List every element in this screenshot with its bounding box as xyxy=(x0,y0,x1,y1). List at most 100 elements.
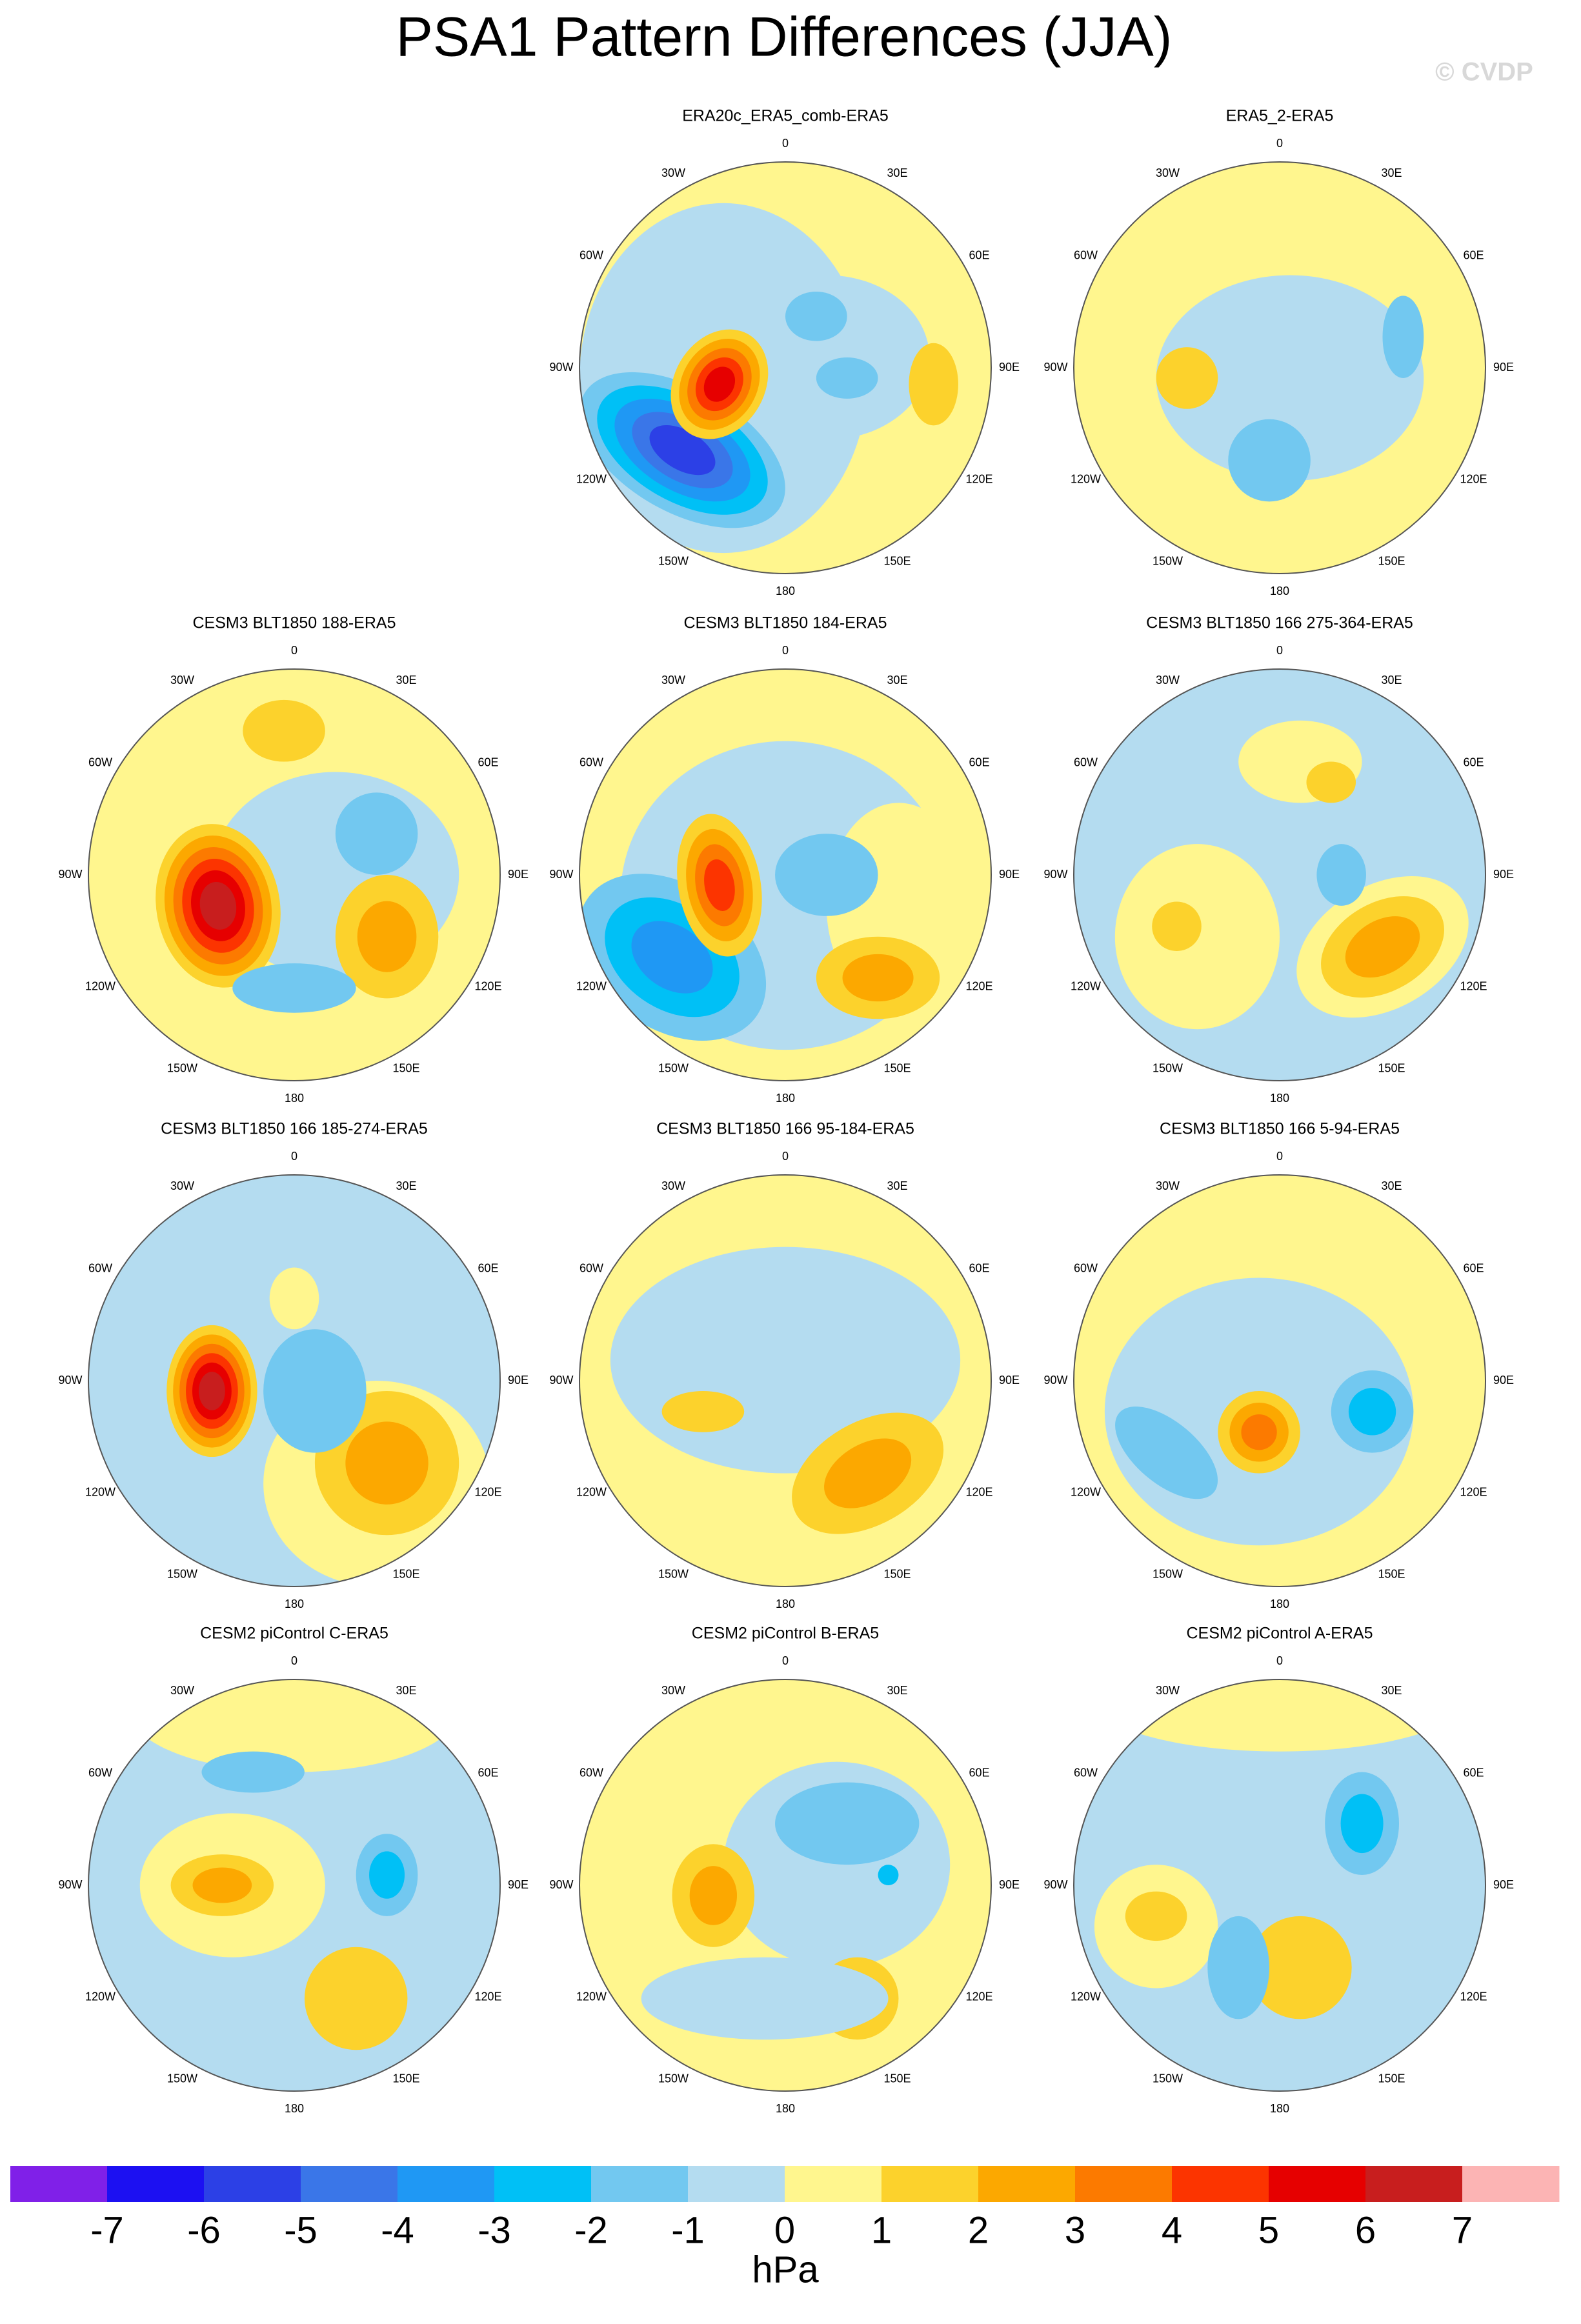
longitude-label: 30E xyxy=(887,1179,907,1192)
longitude-label: 60W xyxy=(579,1766,603,1779)
longitude-label: 90W xyxy=(1043,1374,1067,1387)
longitude-label: 60E xyxy=(478,1766,498,1779)
longitude-label: 150E xyxy=(883,2072,911,2085)
longitude-label: 120W xyxy=(576,1485,607,1498)
contour-region xyxy=(824,1438,912,1508)
contour-region xyxy=(1382,296,1424,378)
map-boundary xyxy=(1073,1174,1486,1587)
longitude-label: 150E xyxy=(1378,2072,1405,2085)
colorbar-label: 4 xyxy=(1162,2209,1182,2251)
colorbar-label: -7 xyxy=(90,2209,124,2251)
longitude-label: 150W xyxy=(1153,1567,1183,1580)
colorbar-label: 6 xyxy=(1355,2209,1376,2251)
longitude-label: 60W xyxy=(88,1766,112,1779)
contour-region xyxy=(649,425,716,476)
map-boundary xyxy=(579,1679,992,2092)
contour-region xyxy=(357,901,417,972)
contour-field xyxy=(579,162,991,574)
longitude-label: 30E xyxy=(1381,1684,1402,1697)
longitude-label: 150W xyxy=(1153,554,1183,567)
longitude-label: 120W xyxy=(576,979,607,992)
contour-region xyxy=(1156,275,1424,481)
contour-field xyxy=(1074,1679,1485,2091)
map-panel: CESM3 BLT1850 166 5-94-ERA5 0 30E 60E 90E 120… xyxy=(1043,1120,1514,1610)
contour-region xyxy=(775,1782,920,1865)
contour-region xyxy=(263,1329,367,1453)
contour-region xyxy=(631,921,713,994)
longitude-label: 150E xyxy=(1378,1567,1405,1580)
longitude-label: 90W xyxy=(549,361,573,374)
longitude-label: 90E xyxy=(508,1878,529,1891)
contour-region xyxy=(1125,1891,1187,1941)
contour-region xyxy=(641,1957,889,2040)
contour-region xyxy=(1340,1794,1384,1854)
longitude-label: 90W xyxy=(1043,868,1067,881)
colorbar-swatch xyxy=(1269,2166,1366,2202)
colorbar-swatch xyxy=(494,2166,592,2202)
longitude-label: 90E xyxy=(999,1878,1020,1891)
map-boundary xyxy=(88,1679,501,2092)
contour-region xyxy=(689,1866,738,1925)
contour-field xyxy=(579,1679,991,2091)
panel-title: ERA20c_ERA5_comb-ERA5 xyxy=(682,107,889,125)
longitude-label: 0 xyxy=(291,1654,297,1667)
longitude-label: 180 xyxy=(776,1598,795,1610)
colorbar-label: 3 xyxy=(1065,2209,1085,2251)
longitude-label: 150E xyxy=(883,554,911,567)
colorbar-swatch xyxy=(10,2166,108,2202)
panel-title: CESM2 piControl B-ERA5 xyxy=(692,1625,879,1643)
longitude-label: 150W xyxy=(1153,2072,1183,2085)
longitude-label: 120E xyxy=(474,979,501,992)
longitude-label: 30E xyxy=(887,674,907,686)
colorbar-label: -4 xyxy=(381,2209,414,2251)
longitude-label: 30W xyxy=(170,674,194,686)
map-panel: CESM3 BLT1850 166 95-184-ERA5 0 30E 60E 90E 1… xyxy=(549,1120,1020,1610)
contour-region xyxy=(192,1867,252,1903)
contour-field xyxy=(1074,162,1485,574)
longitude-label: 0 xyxy=(782,644,789,657)
longitude-label: 60E xyxy=(969,248,989,261)
longitude-label: 120W xyxy=(1071,1990,1101,2003)
map-panel: CESM2 piControl B-ERA5 0 30E 60E 90E 120E 150E… xyxy=(549,1625,1020,2115)
contour-region xyxy=(129,1679,459,1772)
panel-title: CESM3 BLT1850 184-ERA5 xyxy=(684,614,887,632)
map-panel: CESM3 BLT1850 184-ERA5 0 30E 60E 90E 120E 150E… xyxy=(549,614,1020,1105)
longitude-label: 0 xyxy=(782,1150,789,1163)
longitude-label: 150W xyxy=(1153,1061,1183,1074)
longitude-label: 30E xyxy=(1381,1179,1402,1192)
map-panel: ERA20c_ERA5_comb-ERA5 0 30E 60E 90E 120E 150E 1… xyxy=(549,107,1020,597)
contour-region xyxy=(775,834,878,916)
longitude-label: 60E xyxy=(478,756,498,768)
longitude-label: 150W xyxy=(167,2072,197,2085)
panel-title: CESM2 piControl C-ERA5 xyxy=(200,1625,388,1643)
contour-region xyxy=(1228,419,1311,502)
longitude-label: 60E xyxy=(478,1261,498,1274)
longitude-label: 90E xyxy=(999,1374,1020,1387)
longitude-label: 120W xyxy=(1071,979,1101,992)
longitude-label: 90E xyxy=(999,361,1020,374)
longitude-label: 60E xyxy=(1463,756,1484,768)
contour-region xyxy=(661,1390,745,1432)
colorbar-swatch xyxy=(881,2166,979,2202)
longitude-label: 120E xyxy=(1460,472,1487,485)
contour-region xyxy=(909,343,958,426)
longitude-label: 150E xyxy=(883,1567,911,1580)
colorbar-swatch xyxy=(1075,2166,1173,2202)
colorbar-label: -5 xyxy=(284,2209,317,2251)
panel-title: ERA5_2-ERA5 xyxy=(1226,107,1334,125)
map-boundary xyxy=(88,1174,501,1587)
longitude-label: 60E xyxy=(1463,1766,1484,1779)
contour-region xyxy=(335,792,418,875)
longitude-label: 90W xyxy=(58,1374,82,1387)
colorbar-unit: hPa xyxy=(752,2249,819,2290)
contour-region xyxy=(878,1865,899,1885)
longitude-label: 90W xyxy=(549,1374,573,1387)
longitude-label: 150E xyxy=(1378,554,1405,567)
colorbar-label: -3 xyxy=(478,2209,511,2251)
longitude-label: 60W xyxy=(1074,248,1098,261)
longitude-label: 120E xyxy=(474,1485,501,1498)
longitude-label: 150E xyxy=(392,2072,419,2085)
longitude-label: 30W xyxy=(1156,674,1180,686)
